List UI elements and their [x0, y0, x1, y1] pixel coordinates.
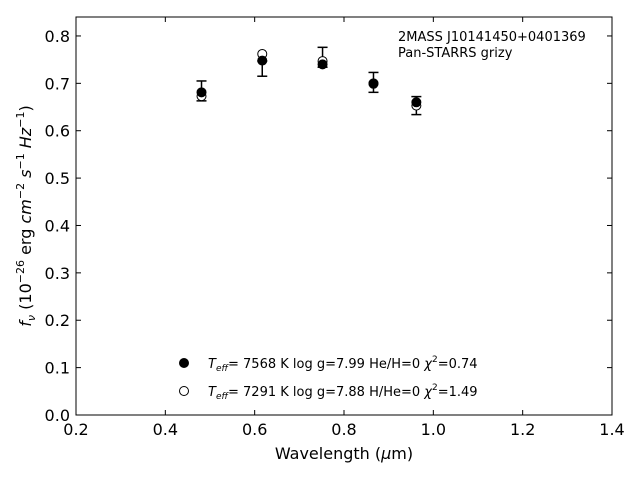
x-tick-label: 0.6 — [242, 420, 267, 439]
x-tick-label: 0.2 — [63, 420, 88, 439]
x-tick-label: 1.4 — [599, 420, 624, 439]
axes-frame — [75, 16, 613, 416]
x-tick-label: 1.0 — [421, 420, 446, 439]
y-ticks: 0.0 0.1 0.2 0.3 0.4 0.5 0.6 0.7 0.8 — [45, 27, 612, 425]
y-axis-label: fν (10−26 erg cm−2 s−1 Hz−1) — [14, 105, 38, 326]
x-tick-label: 0.4 — [153, 420, 178, 439]
y-tick-label: 0.0 — [45, 406, 70, 425]
data-point-filled — [317, 59, 328, 70]
x-tick-label: 1.2 — [510, 420, 535, 439]
legend-label-open: Teff= 7291 K log g=7.88 H/He=0 χ2=1.49 — [208, 383, 478, 402]
data-point-filled — [257, 55, 268, 66]
x-tick-label: 0.8 — [331, 420, 356, 439]
x-ticks: 0.2 0.4 0.6 0.8 1.0 1.2 1.4 — [63, 17, 625, 439]
y-tick-label: 0.6 — [45, 122, 70, 141]
legend-label-filled: Teff= 7568 K log g=7.99 He/H=0 χ2=0.74 — [208, 355, 478, 374]
data-point-filled — [411, 97, 422, 108]
series-filled-points — [196, 55, 422, 108]
y-tick-label: 0.8 — [45, 27, 70, 46]
data-point-filled — [196, 87, 207, 98]
x-axis-label: Wavelength (μm) — [275, 444, 413, 463]
plot-area — [75, 16, 613, 416]
y-tick-label: 0.7 — [45, 74, 70, 93]
data-point-filled — [368, 78, 379, 89]
annotation-survey: Pan-STARRS grizy — [398, 46, 513, 61]
y-tick-label: 0.4 — [45, 216, 70, 235]
legend-marker-filled — [179, 358, 189, 368]
y-tick-label: 0.1 — [45, 359, 70, 378]
legend: Teff= 7568 K log g=7.99 He/H=0 χ2=0.74 T… — [179, 355, 478, 402]
y-tick-label: 0.3 — [45, 264, 70, 283]
legend-marker-open — [179, 386, 189, 396]
annotation-object-name: 2MASS J10141450+0401369 — [398, 30, 586, 45]
series-open-points — [196, 48, 422, 111]
y-tick-label: 0.5 — [45, 169, 70, 188]
error-bars — [196, 46, 422, 116]
y-tick-label: 0.2 — [45, 311, 70, 330]
